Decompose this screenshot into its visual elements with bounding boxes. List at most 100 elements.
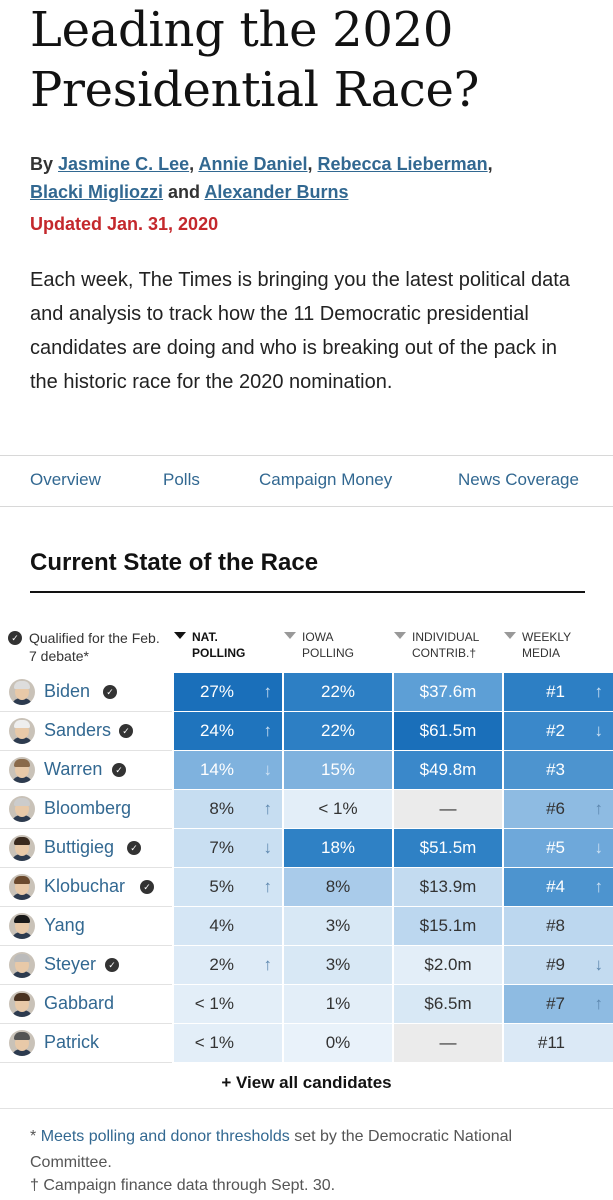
- headline: Leading the 2020 Presidential Race?: [30, 2, 480, 118]
- trend-up-icon: ↑: [263, 877, 273, 896]
- byline-prefix: By: [30, 154, 54, 174]
- candidate-name[interactable]: Sanders: [44, 720, 112, 740]
- cell-media: #7 ↑: [504, 985, 613, 1023]
- cell-value: 3%: [325, 916, 351, 935]
- table-row: Klobuchar ✓ 5% ↑ 8% $13.9m #4 ↑: [0, 868, 613, 907]
- trend-down-icon: ↓: [263, 838, 273, 857]
- trend-up-icon: ↑: [594, 994, 604, 1013]
- cell-value: 22%: [320, 682, 356, 701]
- cell-value: 1%: [325, 994, 351, 1013]
- nav-overview[interactable]: Overview: [30, 470, 101, 489]
- trend-up-icon: ↑: [594, 799, 604, 818]
- cell-value: 14%: [199, 760, 234, 779]
- row-divider: [0, 906, 172, 907]
- cell-value: $2.0m: [424, 955, 472, 974]
- author-link[interactable]: Jasmine C. Lee: [58, 154, 190, 174]
- candidate-name[interactable]: Yang: [44, 915, 85, 935]
- cell-contrib: —: [394, 790, 502, 828]
- cell-contrib: $6.5m: [394, 985, 502, 1023]
- author-link[interactable]: Alexander Burns: [204, 182, 349, 202]
- row-divider: [0, 867, 172, 868]
- cell-value: < 1%: [194, 1033, 234, 1052]
- nav-polls[interactable]: Polls: [163, 470, 200, 489]
- candidate-avatar: [9, 718, 35, 744]
- trend-up-icon: ↑: [263, 799, 273, 818]
- check-icon: ✓: [8, 631, 22, 645]
- qualified-check-icon: ✓: [103, 685, 117, 699]
- table-row: Bloomberg 8% ↑ < 1% — #6 ↑: [0, 790, 613, 829]
- cell-value: #7: [546, 994, 565, 1013]
- candidate-avatar: [9, 796, 35, 822]
- cell-nat: 4%: [174, 907, 282, 945]
- trend-up-icon: ↑: [263, 721, 273, 740]
- table-row: Buttigieg ✓ 7% ↓ 18% $51.5m #5 ↓: [0, 829, 613, 868]
- sort-triangle-icon: [394, 632, 406, 639]
- cell-value: #11: [537, 1033, 565, 1052]
- cell-value: 5%: [209, 877, 234, 896]
- cell-media: #8: [504, 907, 613, 945]
- cell-value: —: [439, 799, 457, 818]
- candidate-avatar: [9, 679, 35, 705]
- cell-value: —: [439, 1033, 457, 1052]
- qualified-check-icon: ✓: [105, 958, 119, 972]
- candidate-name[interactable]: Warren: [44, 759, 103, 779]
- cell-value: < 1%: [194, 994, 234, 1013]
- cell-value: 8%: [325, 877, 351, 896]
- candidate-name[interactable]: Steyer: [44, 954, 97, 974]
- cell-iowa: < 1%: [284, 790, 392, 828]
- cell-value: $37.6m: [419, 682, 477, 701]
- cell-media: #9 ↓: [504, 946, 613, 984]
- cell-iowa: 22%: [284, 673, 392, 711]
- row-divider: [0, 1062, 172, 1063]
- row-divider: [0, 1023, 172, 1024]
- candidate-name[interactable]: Gabbard: [44, 993, 115, 1013]
- cell-media: #11: [504, 1024, 613, 1062]
- cell-nat: 24% ↑: [174, 712, 282, 750]
- table-row: Sanders ✓ 24% ↑ 22% $61.5m #2 ↓: [0, 712, 613, 751]
- cell-value: #1: [546, 682, 565, 701]
- candidate-avatar: [9, 874, 35, 900]
- cell-contrib: $37.6m: [394, 673, 502, 711]
- table-row: Yang 4% 3% $15.1m #8: [0, 907, 613, 946]
- candidate-name[interactable]: Klobuchar: [44, 876, 126, 896]
- cell-value: #9: [546, 955, 565, 974]
- cell-nat: 2% ↑: [174, 946, 282, 984]
- table-row: Warren ✓ 14% ↓ 15% $49.8m #3: [0, 751, 613, 790]
- cell-nat: < 1%: [174, 1024, 282, 1062]
- candidate-name[interactable]: Buttigieg: [44, 837, 115, 857]
- candidate-avatar: [9, 952, 35, 978]
- cell-nat: 5% ↑: [174, 868, 282, 906]
- table-row: Gabbard < 1% 1% $6.5m #7 ↑: [0, 985, 613, 1024]
- table-row: Biden ✓ 27% ↑ 22% $37.6m #1 ↑: [0, 673, 613, 712]
- cell-media: #1 ↑: [504, 673, 613, 711]
- candidate-name[interactable]: Patrick: [44, 1032, 100, 1052]
- cell-value: #3: [546, 760, 565, 779]
- cell-iowa: 15%: [284, 751, 392, 789]
- trend-up-icon: ↑: [594, 877, 604, 896]
- section-nav: Overview Polls Campaign Money News Cover…: [0, 455, 613, 507]
- table-row: Patrick < 1% 0% — #11: [0, 1024, 613, 1063]
- author-link[interactable]: Annie Daniel: [198, 154, 308, 174]
- row-divider: [0, 789, 172, 790]
- cell-iowa: 1%: [284, 985, 392, 1023]
- trend-down-icon: ↓: [263, 760, 273, 779]
- author-link[interactable]: Rebecca Lieberman: [317, 154, 488, 174]
- cell-iowa: 0%: [284, 1024, 392, 1062]
- row-divider: [0, 711, 172, 712]
- trend-down-icon: ↓: [594, 838, 604, 857]
- trend-down-icon: ↓: [594, 721, 604, 740]
- nav-news-coverage[interactable]: News Coverage: [458, 470, 579, 489]
- candidate-name[interactable]: Biden: [44, 681, 91, 701]
- nav-campaign-money[interactable]: Campaign Money: [259, 470, 393, 489]
- cell-contrib: $49.8m: [394, 751, 502, 789]
- cell-iowa: 22%: [284, 712, 392, 750]
- cell-nat: 14% ↓: [174, 751, 282, 789]
- thresholds-link[interactable]: Meets polling and donor thresholds: [40, 1128, 290, 1145]
- row-divider: [0, 828, 172, 829]
- view-all-candidates-button[interactable]: + View all candidates: [221, 1073, 392, 1092]
- footnote-finance: † Campaign finance data through Sept. 30…: [30, 1177, 336, 1194]
- cell-iowa: 3%: [284, 946, 392, 984]
- author-link[interactable]: Blacki Migliozzi: [30, 182, 164, 202]
- candidate-avatar: [9, 991, 35, 1017]
- candidate-name[interactable]: Bloomberg: [44, 798, 132, 818]
